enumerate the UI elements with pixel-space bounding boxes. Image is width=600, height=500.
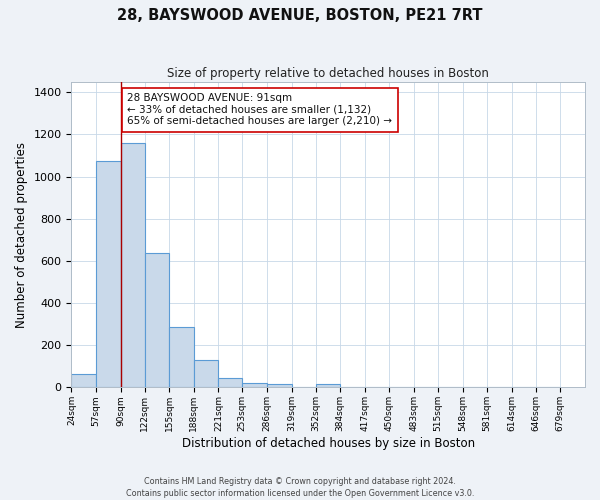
X-axis label: Distribution of detached houses by size in Boston: Distribution of detached houses by size … (182, 437, 475, 450)
Bar (316, 384, 340, 388)
Y-axis label: Number of detached properties: Number of detached properties (15, 142, 28, 328)
Bar (267, 384, 292, 388)
Bar (242, 383, 267, 388)
Text: 28, BAYSWOOD AVENUE, BOSTON, PE21 7RT: 28, BAYSWOOD AVENUE, BOSTON, PE21 7RT (117, 8, 483, 22)
Bar (169, 328, 194, 388)
Bar (145, 253, 169, 388)
Bar (96, 160, 121, 388)
Text: 28 BAYSWOOD AVENUE: 91sqm
← 33% of detached houses are smaller (1,132)
65% of se: 28 BAYSWOOD AVENUE: 91sqm ← 33% of detac… (127, 94, 392, 126)
Bar (121, 143, 145, 388)
Text: Contains HM Land Registry data © Crown copyright and database right 2024.
Contai: Contains HM Land Registry data © Crown c… (126, 476, 474, 498)
Bar (194, 360, 218, 388)
Title: Size of property relative to detached houses in Boston: Size of property relative to detached ho… (167, 68, 489, 80)
Bar (218, 378, 242, 388)
Bar (71, 374, 96, 388)
